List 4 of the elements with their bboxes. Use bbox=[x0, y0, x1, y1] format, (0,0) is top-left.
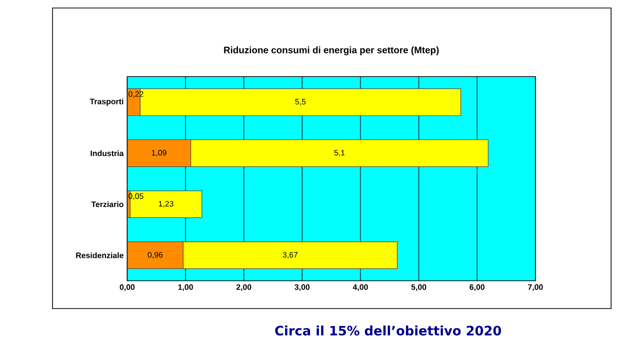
bar bbox=[127, 241, 184, 269]
bar bbox=[127, 139, 192, 167]
text: Circa il 15% dell’obiettivo 2020 bbox=[275, 325, 502, 336]
chart-title: Riduzione consumi di energia per settore (Mtep) bbox=[224, 46, 439, 56]
